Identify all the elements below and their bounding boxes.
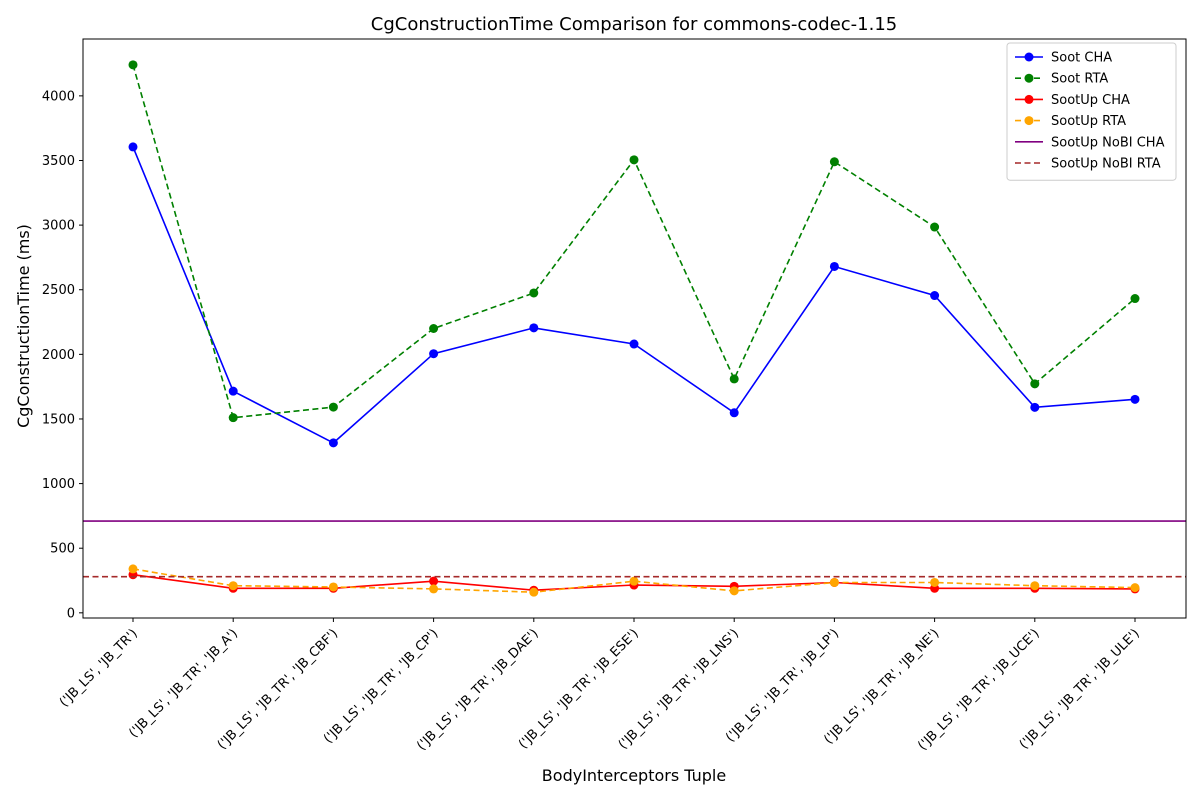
y-tick-label: 500	[50, 542, 75, 557]
x-axis-label: BodyInterceptors Tuple	[542, 766, 726, 785]
data-point	[228, 413, 238, 423]
y-tick-label: 3500	[42, 154, 75, 169]
data-point	[328, 438, 338, 448]
data-point	[128, 142, 138, 152]
data-point	[1030, 379, 1040, 389]
data-point	[529, 587, 539, 597]
data-point	[930, 577, 940, 587]
legend-label: Soot CHA	[1051, 51, 1112, 66]
y-axis-label: CgConstructionTime (ms)	[14, 224, 33, 428]
legend-item: SootUp NoBI RTA	[1015, 157, 1161, 172]
data-point	[930, 222, 940, 232]
data-point	[1030, 402, 1040, 412]
data-point	[629, 155, 639, 165]
data-point	[128, 60, 138, 70]
data-point	[128, 564, 138, 574]
legend-label: SootUp CHA	[1051, 93, 1130, 108]
y-tick-label: 0	[67, 606, 75, 621]
y-tick-label: 1500	[42, 412, 75, 427]
data-point	[1130, 294, 1140, 304]
data-point	[729, 374, 739, 384]
data-point	[829, 157, 839, 167]
y-tick-label: 4000	[42, 89, 75, 104]
legend-label: SootUp NoBI RTA	[1051, 157, 1161, 172]
legend-item: Soot RTA	[1015, 72, 1108, 87]
legend-marker	[1024, 52, 1034, 62]
legend-marker	[1024, 94, 1034, 104]
legend-item: SootUp NoBI CHA	[1015, 135, 1165, 150]
legend-label: SootUp RTA	[1051, 114, 1126, 129]
data-point	[829, 261, 839, 271]
data-point	[629, 339, 639, 349]
y-tick-label: 2000	[42, 348, 75, 363]
data-point	[429, 584, 439, 594]
y-tick-label: 1000	[42, 477, 75, 492]
data-point	[1130, 583, 1140, 593]
data-point	[228, 581, 238, 591]
legend-item: SootUp CHA	[1015, 93, 1130, 108]
legend: Soot CHA Soot RTA SootUp CHA SootUp RTA Soot…	[1006, 42, 1177, 181]
data-point	[429, 349, 439, 359]
data-point	[529, 323, 539, 333]
legend-label: SootUp NoBI CHA	[1051, 135, 1165, 150]
data-point	[328, 402, 338, 412]
data-point	[629, 576, 639, 586]
data-point	[429, 576, 439, 586]
y-tick-label: 3000	[42, 219, 75, 234]
data-point	[1030, 581, 1040, 591]
data-point	[529, 288, 539, 298]
legend-item: SootUp RTA	[1015, 114, 1126, 129]
legend-item: Soot CHA	[1015, 51, 1112, 66]
series-1	[128, 60, 1140, 423]
data-point	[729, 586, 739, 596]
data-point	[729, 408, 739, 418]
series-line	[132, 568, 1136, 594]
legend-label: Soot RTA	[1051, 72, 1108, 87]
y-tick-label: 2500	[42, 283, 75, 298]
data-point	[429, 324, 439, 333]
data-point	[930, 291, 940, 301]
legend-marker	[1024, 73, 1034, 83]
legend-box	[1006, 42, 1177, 181]
chart-title: CgConstructionTime Comparison for common…	[371, 14, 898, 35]
legend-marker	[1024, 116, 1034, 126]
data-point	[829, 577, 839, 587]
series-0	[128, 142, 1140, 448]
data-point	[228, 386, 238, 396]
data-point	[328, 582, 338, 592]
series-3	[128, 564, 1140, 597]
data-point	[1130, 394, 1140, 404]
